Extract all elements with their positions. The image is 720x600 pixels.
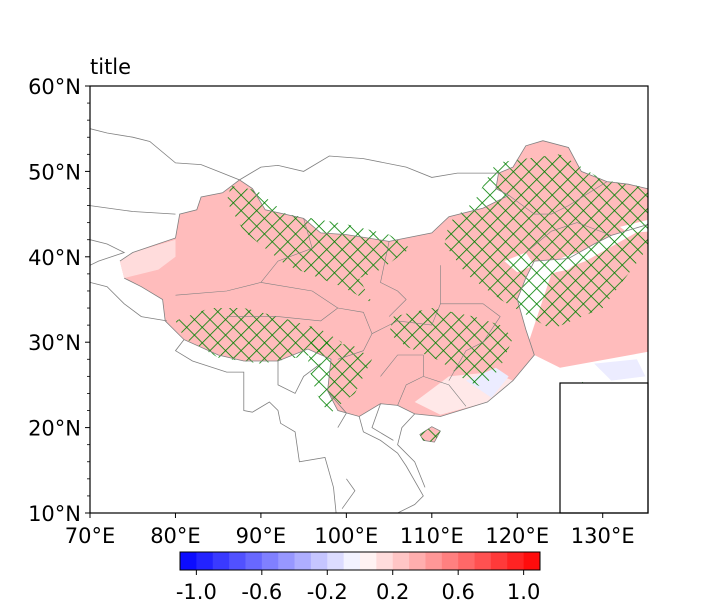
colorbar-segment <box>180 552 197 570</box>
field-shading-negative <box>594 359 646 381</box>
x-tick-label: 130°E <box>571 524 635 548</box>
country-border <box>90 128 499 181</box>
colorbar-segment <box>196 552 214 570</box>
x-tick-label: 90°E <box>236 524 287 548</box>
country-border <box>90 239 126 266</box>
colorbar-segment <box>327 552 345 570</box>
colorbar-segment <box>523 552 541 570</box>
colorbar-segment <box>458 552 476 570</box>
colorbar-segment <box>392 552 410 570</box>
province-border <box>380 241 407 317</box>
significance-hatch <box>389 308 513 388</box>
x-tick-label: 120°E <box>485 524 549 548</box>
y-tick-label: 20°N <box>28 417 81 441</box>
significance-hatch <box>307 337 372 415</box>
province-border <box>525 222 612 253</box>
country-border <box>119 140 648 417</box>
colorbar-segment <box>261 552 279 570</box>
colorbar-tick-label: -1.0 <box>176 580 217 600</box>
province-border <box>175 218 313 296</box>
significance-hatch <box>175 308 343 364</box>
field-shading-light <box>119 239 176 279</box>
field-shading-negative <box>466 367 509 398</box>
colorbar-segment <box>474 552 492 570</box>
significance-hatch <box>419 426 441 443</box>
colorbar-segment <box>343 552 361 570</box>
colorbar-tick-label: 1.0 <box>507 580 540 600</box>
colorbar-segment <box>376 552 394 570</box>
colorbar-tick-label: 0.2 <box>376 580 409 600</box>
colorbar-segment <box>294 552 312 570</box>
colorbar-segment <box>229 552 246 570</box>
province-border <box>440 303 501 381</box>
province-border <box>226 282 339 322</box>
colorbar-segment <box>212 552 230 570</box>
y-tick-label: 10°N <box>28 502 81 526</box>
colorbar-frame <box>179 551 541 571</box>
colorbar-tick-label: -0.6 <box>241 580 282 600</box>
significance-hatch <box>226 185 411 303</box>
country-border <box>341 478 356 509</box>
colorbar-segment <box>360 552 377 570</box>
y-tick-label: 60°N <box>28 75 81 99</box>
inset-box <box>559 382 649 514</box>
x-tick-label: 100°E <box>314 524 378 548</box>
map-title: title <box>90 55 131 79</box>
province-border <box>508 181 608 215</box>
colorbar-segment <box>310 552 328 570</box>
country-border <box>90 205 176 215</box>
significance-hatch <box>444 154 648 330</box>
country-border <box>174 339 337 513</box>
colorbar-segment <box>278 552 296 570</box>
map-area <box>90 128 648 513</box>
province-border <box>380 354 424 377</box>
colorbar-segment <box>490 552 508 570</box>
colorbar-segment <box>409 552 426 570</box>
x-tick-label: 70°E <box>65 524 116 548</box>
colorbar-segment <box>441 552 459 570</box>
axes-frame <box>89 85 649 514</box>
colorbar: -1.0 -0.6 -0.2 0.2 0.6 1.0 <box>176 551 541 600</box>
x-tick-label: 80°E <box>150 524 201 548</box>
axis-ticks: 70°E 80°E 90°E 100°E 110°E 120°E 130°E 60°N 50°N… <box>28 75 635 548</box>
country-border <box>371 403 394 441</box>
colorbar-segment <box>425 552 443 570</box>
country-border <box>397 413 426 488</box>
colorbar-tick-label: -0.2 <box>307 580 348 600</box>
y-tick-label: 30°N <box>28 331 81 355</box>
colorbar-segment <box>507 552 525 570</box>
country-border <box>90 282 167 322</box>
colorbar-segment <box>245 552 263 570</box>
y-tick-label: 50°N <box>28 160 81 184</box>
province-border <box>371 265 441 334</box>
y-tick-label: 40°N <box>28 246 81 270</box>
x-tick-label: 110°E <box>400 524 464 548</box>
country-border <box>328 393 347 428</box>
colorbar-tick-label: 0.6 <box>441 580 474 600</box>
country-border <box>358 416 424 513</box>
country-border <box>277 361 321 394</box>
